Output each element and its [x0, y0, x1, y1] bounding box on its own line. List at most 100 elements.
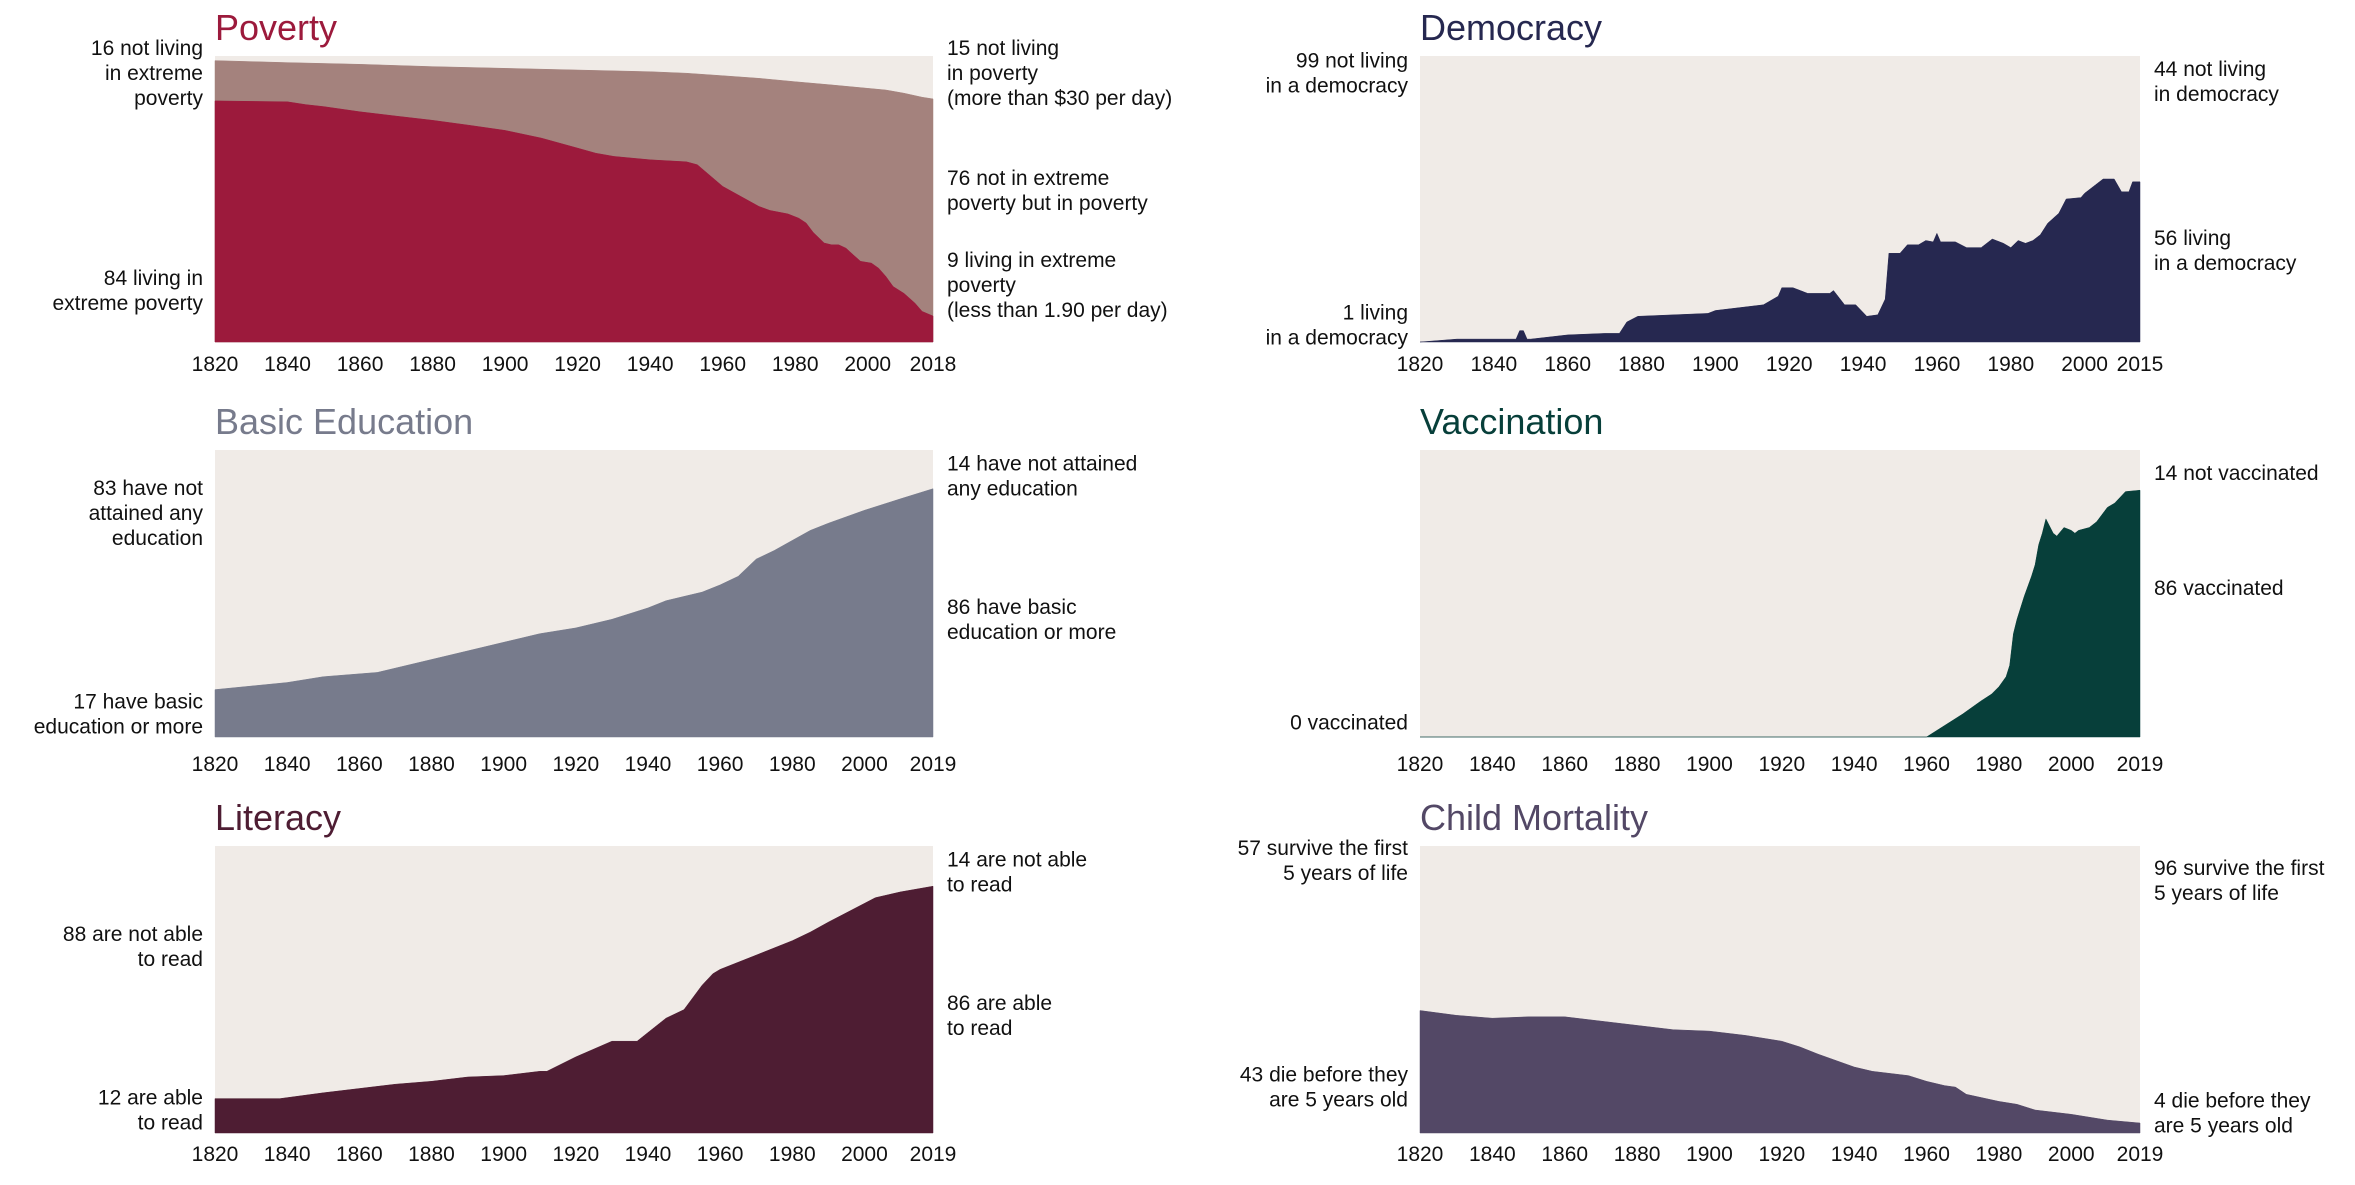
x-tick-label: 1860: [336, 753, 383, 776]
annotation-line: any education: [947, 477, 1078, 500]
left-annotation: 16 not living in extreme poverty: [91, 37, 204, 110]
annotation-line: are 5 years old: [1269, 1089, 1408, 1112]
x-tick-label: 1980: [769, 1143, 816, 1166]
left-annotation: 84 living in extreme poverty: [52, 267, 203, 315]
annotation-line: to read: [947, 1017, 1012, 1040]
right-annotation: 76 not in extreme poverty but in poverty: [947, 167, 1148, 215]
area-able-to-read: [214, 885, 934, 1134]
x-tick-label: 2015: [2117, 353, 2164, 376]
x-tick-label: 1880: [408, 1143, 455, 1166]
annotation-line: 9 living in extreme: [947, 249, 1116, 272]
annotation-line: 86 are able: [947, 992, 1052, 1015]
x-tick-label: 2019: [2117, 1143, 2164, 1166]
x-tick-label: 2000: [841, 1143, 888, 1166]
annotation-line: in democracy: [2154, 83, 2279, 106]
annotation-line: in extreme: [105, 62, 203, 85]
annotation-line: 17 have basic: [73, 691, 203, 714]
x-tick-label: 1900: [1686, 1143, 1733, 1166]
left-annotation: 17 have basic education or more: [34, 691, 203, 739]
annotation-line: poverty: [947, 274, 1016, 297]
annotation-line: 16 not living: [91, 37, 203, 60]
annotation-line: in a democracy: [1266, 75, 1409, 98]
x-tick-label: 1940: [625, 1143, 672, 1166]
x-tick-label: 1920: [1758, 1143, 1805, 1166]
chart-vaccination: Vaccination 1820 1840 1860 1880 1900 1920 1940 1…: [1290, 401, 2319, 776]
chart-poverty: Poverty 1820 1840 1860 1880 1900 1920 1940 1960 1…: [52, 7, 1172, 376]
x-tick-label: 2000: [2048, 1143, 2095, 1166]
annotation-line: 1 living: [1343, 301, 1408, 324]
chart-title: Child Mortality: [1420, 797, 1648, 838]
annotation-line: poverty: [134, 87, 203, 110]
x-tick-label: 1920: [1766, 353, 1813, 376]
chart-education: Basic Education 1820 1840 1860 1880 1900 1920 1…: [34, 401, 1138, 776]
x-tick-label: 1860: [337, 353, 384, 376]
annotation-line: education or more: [34, 716, 203, 739]
chart-title: Basic Education: [215, 401, 473, 442]
x-tick-label: 2000: [2048, 753, 2095, 776]
x-tick-label: 1840: [264, 1143, 311, 1166]
x-tick-label: 2019: [910, 1143, 957, 1166]
x-tick-label: 1960: [697, 753, 744, 776]
annotation-line: in poverty: [947, 62, 1039, 85]
right-annotation: 86 have basic education or more: [947, 596, 1116, 644]
area-have-basic-education-or-more: [214, 488, 934, 738]
chart-title: Vaccination: [1420, 401, 1603, 442]
annotation-line: attained any: [89, 502, 204, 525]
left-annotation: 0 vaccinated: [1290, 712, 1408, 735]
x-tick-label: 1940: [627, 353, 674, 376]
x-tick-label: 1860: [1541, 1143, 1588, 1166]
x-tick-label: 1880: [409, 353, 456, 376]
x-tick-label: 1940: [1831, 1143, 1878, 1166]
right-annotation: 56 living in a democracy: [2154, 227, 2297, 275]
x-tick-label: 1860: [336, 1143, 383, 1166]
left-annotation: 12 are able to read: [98, 1087, 203, 1135]
right-annotation: 14 not vaccinated: [2154, 462, 2319, 485]
annotation-line: 76 not in extreme: [947, 167, 1109, 190]
annotation-line: 44 not living: [2154, 58, 2266, 81]
chart-child-mortality: Child Mortality 1820 1840 1860 1880 1900 1920 1…: [1238, 797, 2325, 1166]
x-tick-label: 1980: [1987, 353, 2034, 376]
x-tick-label: 1940: [1831, 753, 1878, 776]
x-tick-label: 1840: [1469, 1143, 1516, 1166]
left-annotation: 83 have not attained any education: [89, 477, 204, 550]
annotation-line: 4 die before they: [2154, 1089, 2311, 1112]
right-annotation: 9 living in extreme poverty (less than 1.9…: [947, 249, 1168, 322]
x-tick-label: 1840: [1469, 753, 1516, 776]
chart-title: Poverty: [215, 7, 337, 48]
x-tick-label: 1900: [480, 753, 527, 776]
annotation-line: (less than 1.90 per day): [947, 299, 1168, 322]
area-vaccinated: [1419, 489, 2141, 738]
left-annotation: 43 die before they are 5 years old: [1240, 1064, 1409, 1112]
annotation-line: education: [112, 527, 203, 550]
x-tick-label: 1840: [264, 353, 311, 376]
area-living-in-a-democracy: [1419, 178, 2141, 343]
annotation-line: to read: [138, 948, 203, 971]
x-tick-label: 1820: [192, 353, 239, 376]
x-tick-label: 1980: [772, 353, 819, 376]
annotation-line: in a democracy: [2154, 252, 2297, 275]
annotation-line: education or more: [947, 621, 1116, 644]
annotation-line: 0 vaccinated: [1290, 712, 1408, 735]
area-die-before-they-are-5-years-old: [1419, 1010, 2141, 1134]
x-tick-label: 2000: [841, 753, 888, 776]
right-annotation: 15 not living in poverty (more than $30 pe…: [947, 37, 1172, 110]
annotation-line: 86 vaccinated: [2154, 577, 2284, 600]
chart-title: Democracy: [1420, 7, 1602, 48]
left-annotation: 57 survive the first 5 years of life: [1238, 837, 1409, 885]
x-tick-label: 1960: [1914, 353, 1961, 376]
annotation-line: 5 years of life: [2154, 882, 2279, 905]
x-tick-label: 1860: [1544, 353, 1591, 376]
x-tick-label: 1980: [1976, 1143, 2023, 1166]
x-tick-label: 1820: [1397, 1143, 1444, 1166]
x-tick-label: 1820: [192, 1143, 239, 1166]
annotation-line: 88 are not able: [63, 923, 203, 946]
x-tick-label: 1920: [1758, 753, 1805, 776]
right-annotation: 44 not living in democracy: [2154, 58, 2279, 106]
annotation-line: 43 die before they: [1240, 1064, 1409, 1087]
x-tick-label: 2000: [844, 353, 891, 376]
x-tick-label: 1940: [625, 753, 672, 776]
x-tick-label: 1900: [482, 353, 529, 376]
annotation-line: to read: [138, 1112, 203, 1135]
left-annotation: 88 are not able to read: [63, 923, 203, 971]
x-tick-label: 1820: [1397, 753, 1444, 776]
